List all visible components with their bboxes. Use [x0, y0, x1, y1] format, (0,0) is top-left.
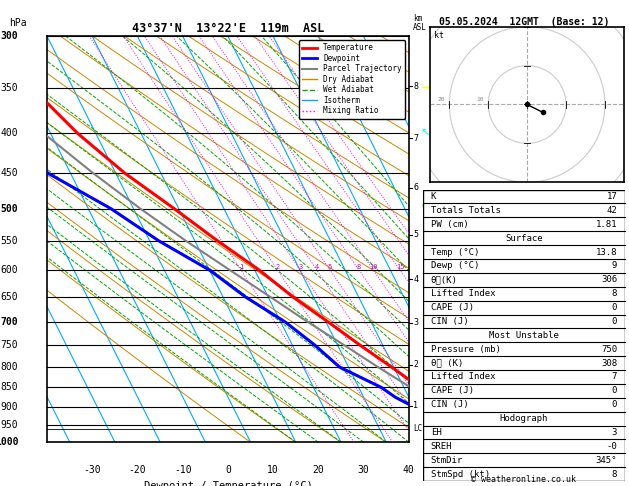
- Text: 10: 10: [477, 97, 484, 102]
- Text: 950: 950: [1, 420, 18, 430]
- Text: 0: 0: [612, 400, 617, 409]
- Text: Temp (°C): Temp (°C): [431, 247, 479, 257]
- Text: 20: 20: [438, 97, 445, 102]
- Text: 800: 800: [1, 362, 18, 372]
- FancyBboxPatch shape: [423, 190, 625, 481]
- Text: Dewpoint / Temperature (°C): Dewpoint / Temperature (°C): [143, 481, 313, 486]
- Text: StmSpd (kt): StmSpd (kt): [431, 469, 490, 479]
- Text: 42: 42: [606, 206, 617, 215]
- Text: 0: 0: [612, 317, 617, 326]
- Text: 750: 750: [601, 345, 617, 354]
- Legend: Temperature, Dewpoint, Parcel Trajectory, Dry Adiabat, Wet Adiabat, Isotherm, Mi: Temperature, Dewpoint, Parcel Trajectory…: [299, 40, 405, 119]
- Text: →: →: [420, 84, 430, 93]
- Text: 300: 300: [1, 32, 18, 41]
- Text: CIN (J): CIN (J): [431, 317, 469, 326]
- Text: 2: 2: [413, 360, 418, 369]
- Text: Lifted Index: Lifted Index: [431, 289, 495, 298]
- Text: 17: 17: [606, 192, 617, 201]
- Text: 306: 306: [601, 275, 617, 284]
- Text: 0: 0: [225, 465, 231, 475]
- Text: PW (cm): PW (cm): [431, 220, 469, 229]
- Text: 450: 450: [1, 168, 18, 178]
- Text: 350: 350: [1, 84, 18, 93]
- Text: Hodograph: Hodograph: [500, 414, 548, 423]
- Text: 550: 550: [1, 236, 18, 246]
- Text: 4: 4: [314, 264, 319, 270]
- Text: 4: 4: [413, 275, 418, 284]
- Text: 1000: 1000: [0, 437, 18, 447]
- Text: 1.81: 1.81: [596, 220, 617, 229]
- Text: 700: 700: [1, 317, 18, 327]
- Text: 20: 20: [313, 465, 325, 475]
- Text: 8: 8: [612, 469, 617, 479]
- Text: 750: 750: [1, 340, 18, 350]
- Text: Mixing Ratio (g/kg): Mixing Ratio (g/kg): [440, 212, 450, 307]
- Text: 30: 30: [358, 465, 369, 475]
- Text: Surface: Surface: [505, 234, 543, 243]
- Text: 850: 850: [1, 382, 18, 393]
- Text: 6: 6: [413, 183, 418, 192]
- Text: ↖: ↖: [420, 317, 430, 327]
- Text: θᴄ (K): θᴄ (K): [431, 359, 463, 367]
- Text: 05.05.2024  12GMT  (Base: 12): 05.05.2024 12GMT (Base: 12): [439, 17, 609, 27]
- Text: 9: 9: [612, 261, 617, 270]
- Text: ↖: ↖: [420, 128, 430, 139]
- Text: 400: 400: [1, 128, 18, 139]
- Title: 43°37'N  13°22'E  119m  ASL: 43°37'N 13°22'E 119m ASL: [132, 22, 324, 35]
- Text: Lifted Index: Lifted Index: [431, 372, 495, 382]
- Text: CAPE (J): CAPE (J): [431, 386, 474, 396]
- Text: ↗: ↗: [420, 420, 430, 430]
- Text: 40: 40: [403, 465, 415, 475]
- Text: 13.8: 13.8: [596, 247, 617, 257]
- Text: 345°: 345°: [596, 456, 617, 465]
- Text: 0: 0: [612, 303, 617, 312]
- Text: -30: -30: [84, 465, 101, 475]
- Text: hPa: hPa: [9, 18, 27, 28]
- Text: 5: 5: [328, 264, 332, 270]
- Text: 8: 8: [413, 82, 418, 91]
- Text: 10: 10: [369, 264, 377, 270]
- Text: 2: 2: [276, 264, 280, 270]
- Text: 15: 15: [396, 264, 404, 270]
- Text: ↖: ↖: [420, 204, 430, 214]
- Text: 7: 7: [413, 134, 418, 143]
- Text: 0: 0: [612, 386, 617, 396]
- Text: 1: 1: [239, 264, 243, 270]
- Text: StmDir: StmDir: [431, 456, 463, 465]
- Text: LCL: LCL: [413, 424, 427, 433]
- Text: -10: -10: [174, 465, 192, 475]
- Text: 10: 10: [267, 465, 279, 475]
- Text: ↖: ↖: [420, 382, 430, 393]
- Text: 1: 1: [413, 401, 418, 411]
- Text: 5: 5: [413, 230, 418, 239]
- Text: © weatheronline.co.uk: © weatheronline.co.uk: [472, 474, 576, 484]
- Text: -20: -20: [129, 465, 147, 475]
- Text: EH: EH: [431, 428, 442, 437]
- Text: km
ASL: km ASL: [413, 14, 427, 33]
- Text: θᴄ(K): θᴄ(K): [431, 275, 458, 284]
- Text: SREH: SREH: [431, 442, 452, 451]
- Text: K: K: [431, 192, 436, 201]
- Text: 3: 3: [612, 428, 617, 437]
- Text: 900: 900: [1, 402, 18, 412]
- Text: 8: 8: [357, 264, 361, 270]
- Text: 7: 7: [612, 372, 617, 382]
- Text: 3: 3: [298, 264, 303, 270]
- Text: CAPE (J): CAPE (J): [431, 303, 474, 312]
- Text: Totals Totals: Totals Totals: [431, 206, 501, 215]
- Text: 600: 600: [1, 265, 18, 275]
- Text: 308: 308: [601, 359, 617, 367]
- Text: -0: -0: [606, 442, 617, 451]
- Text: CIN (J): CIN (J): [431, 400, 469, 409]
- Text: 8: 8: [612, 289, 617, 298]
- Text: Pressure (mb): Pressure (mb): [431, 345, 501, 354]
- Text: kt: kt: [434, 32, 444, 40]
- Text: Dewp (°C): Dewp (°C): [431, 261, 479, 270]
- Text: Most Unstable: Most Unstable: [489, 331, 559, 340]
- Text: 500: 500: [1, 204, 18, 214]
- Text: 3: 3: [413, 318, 418, 327]
- Text: 650: 650: [1, 292, 18, 302]
